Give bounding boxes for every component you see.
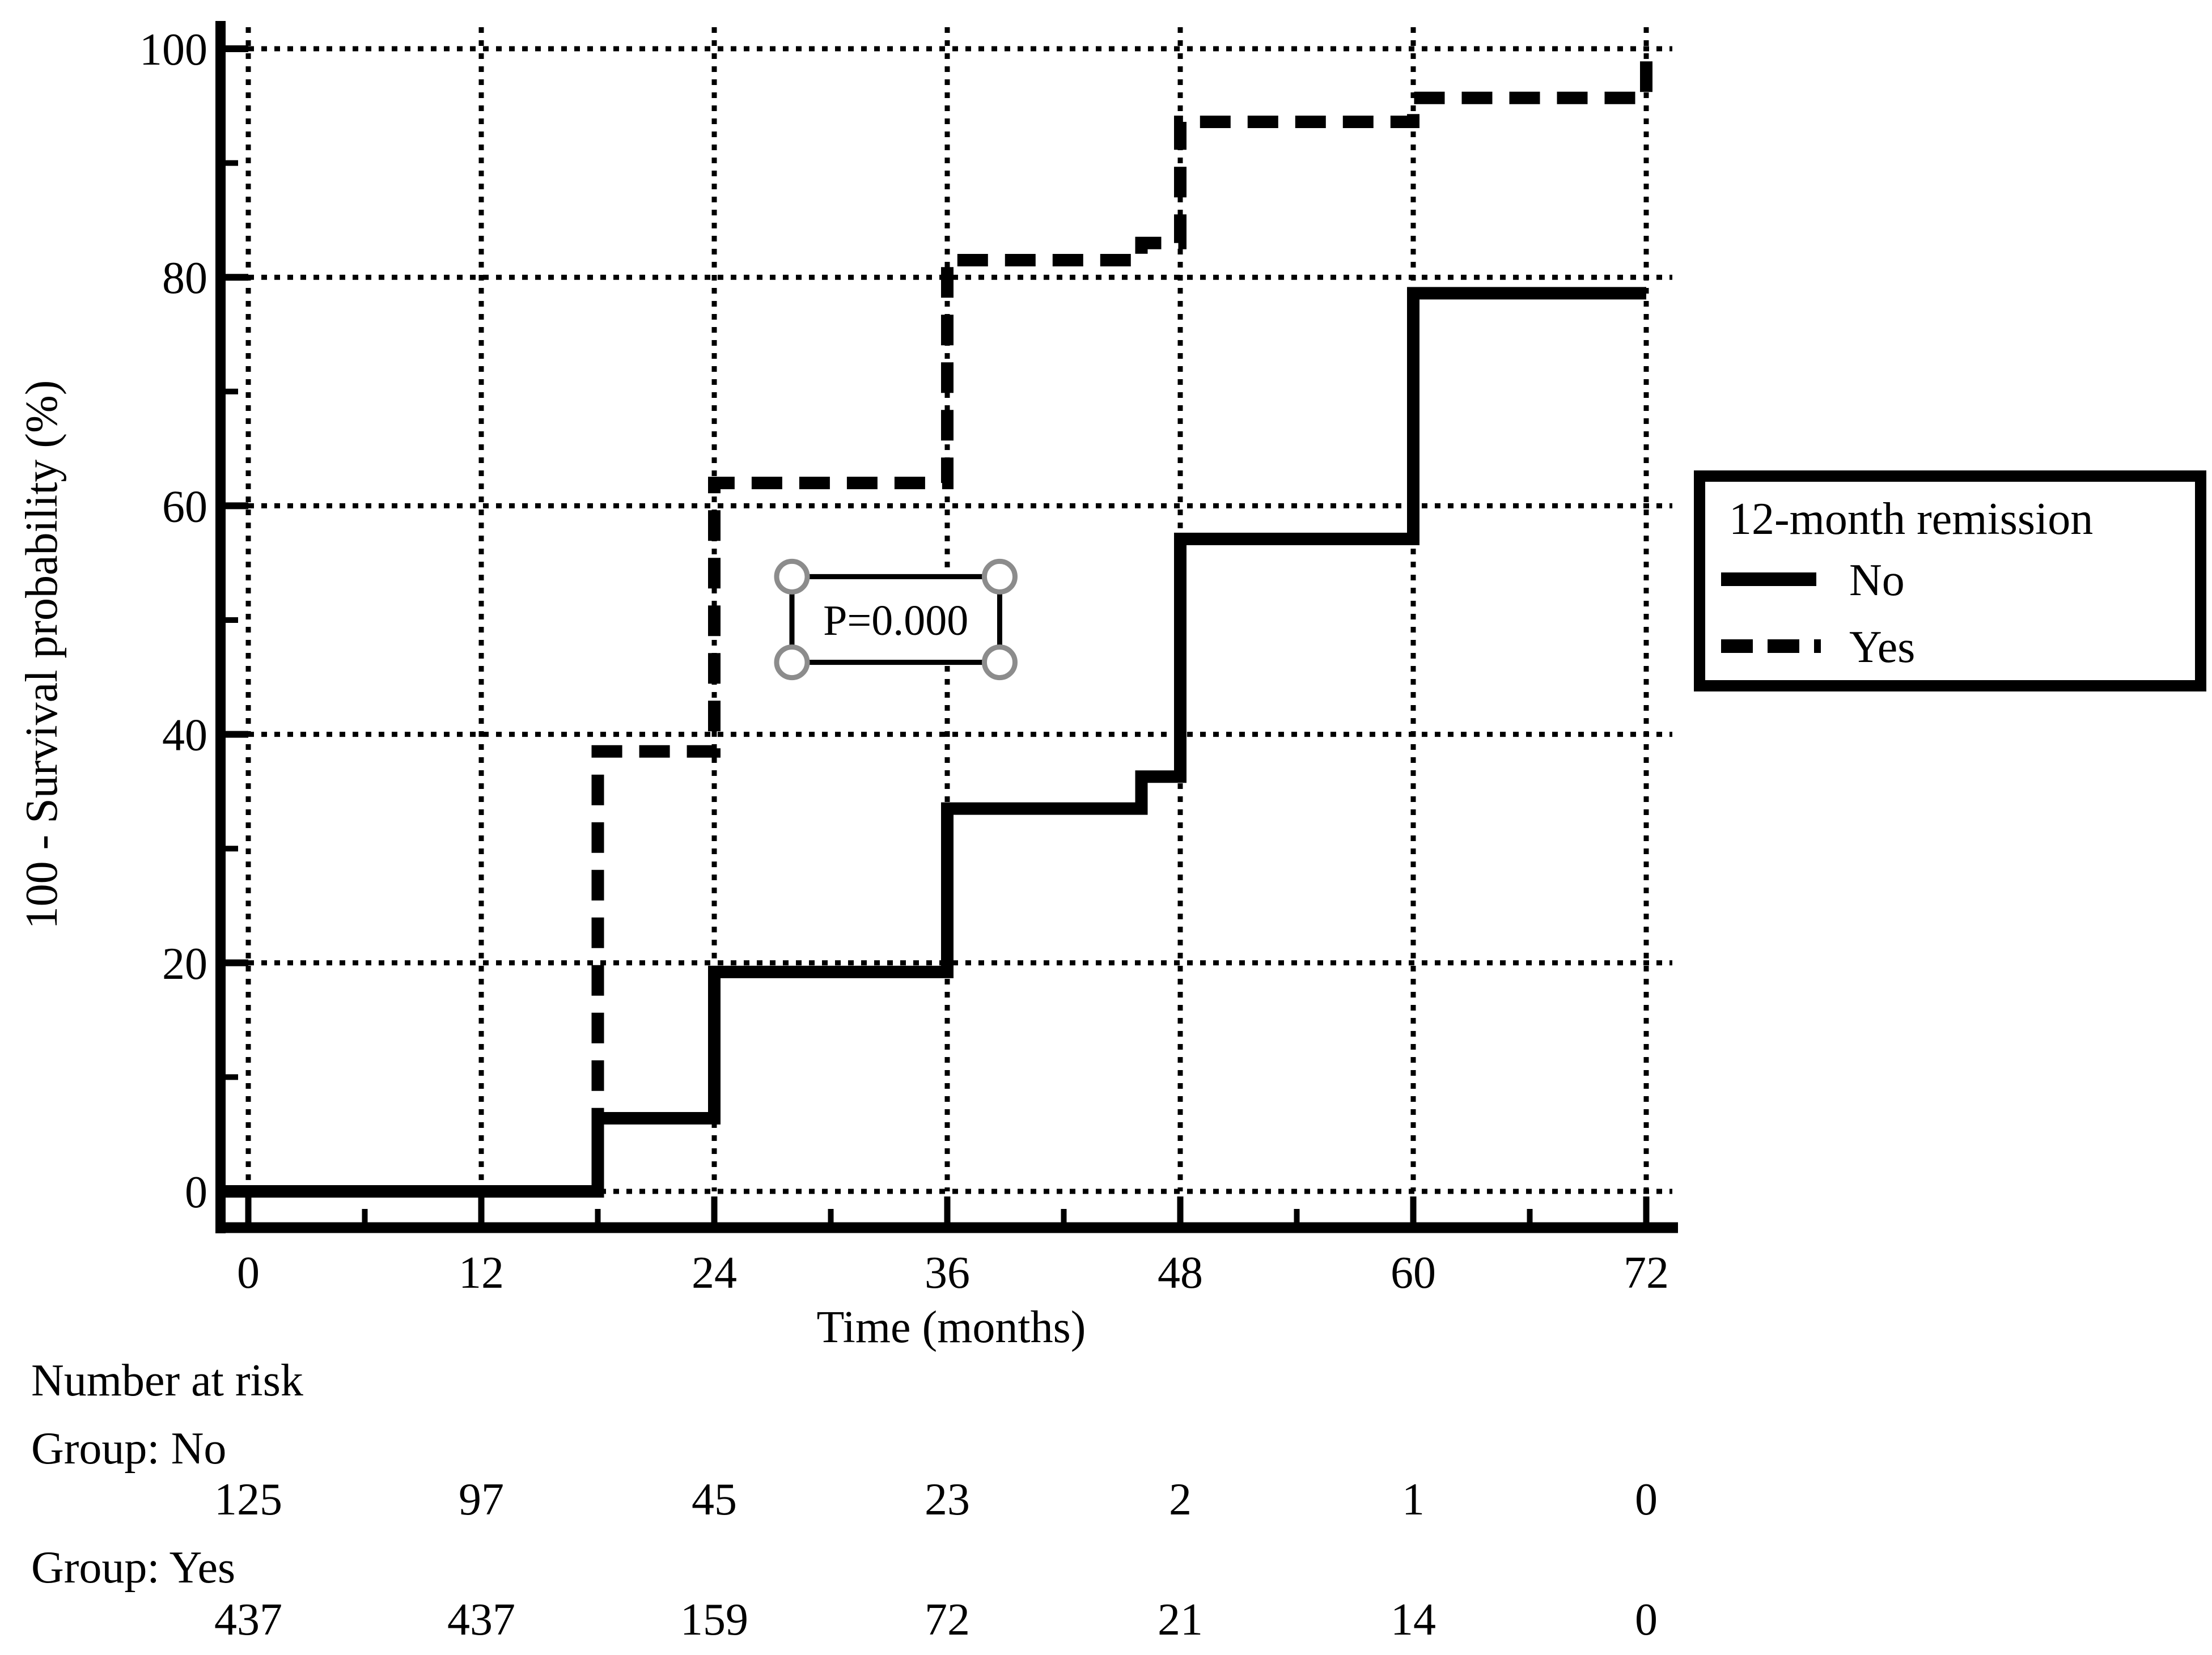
risk-group-no-label: Group: No — [31, 1424, 226, 1474]
risk-value: 437 — [214, 1595, 282, 1645]
axes-layer: 0 12 24 36 48 60 72 0 20 40 60 80 100 — [139, 21, 1678, 1298]
y-tick-label: 100 — [139, 25, 207, 75]
x-tick-label: 72 — [1624, 1248, 1669, 1298]
legend-title: 12-month remission — [1729, 494, 2093, 544]
y-tick-label: 40 — [162, 711, 207, 761]
p-value-box[interactable] — [789, 574, 1002, 665]
p-value-text: P=0.000 — [823, 597, 968, 644]
risk-value: 97 — [459, 1475, 504, 1525]
selection-handle-icon[interactable] — [774, 558, 810, 595]
risk-value: 14 — [1391, 1595, 1436, 1645]
p-value-annotation[interactable]: P=0.000 — [774, 558, 1018, 681]
x-tick-label: 48 — [1158, 1248, 1203, 1298]
risk-table-title: Number at risk — [31, 1356, 303, 1406]
legend: 12-month remission No Yes — [1694, 470, 2206, 691]
y-tick-label: 20 — [162, 939, 207, 989]
y-tick-label: 80 — [162, 253, 207, 303]
selection-handle-icon[interactable] — [981, 644, 1018, 681]
risk-value: 0 — [1635, 1475, 1658, 1525]
risk-values-yes-row: 437 437 159 72 21 14 0 — [214, 1595, 1658, 1645]
x-axis-title: Time (months) — [817, 1302, 1086, 1352]
legend-entry-no-label: No — [1849, 555, 1905, 605]
risk-value: 21 — [1158, 1595, 1203, 1645]
x-tick-label: 36 — [925, 1248, 970, 1298]
risk-value: 45 — [692, 1475, 737, 1525]
selection-handle-icon[interactable] — [981, 558, 1018, 595]
y-tick-label: 60 — [162, 482, 207, 532]
x-tick-label: 60 — [1391, 1248, 1436, 1298]
legend-entry-yes-label: Yes — [1849, 622, 1915, 672]
risk-value: 72 — [925, 1595, 970, 1645]
x-tick-label: 12 — [459, 1248, 504, 1298]
curve-no — [222, 287, 1646, 1198]
x-tick-label: 24 — [692, 1248, 737, 1298]
risk-value: 437 — [447, 1595, 515, 1645]
risk-value: 159 — [680, 1595, 748, 1645]
y-axis-title: 100 - Survival probability (%) — [17, 380, 67, 930]
x-tick-label: 0 — [237, 1248, 260, 1298]
y-tick-label: 0 — [185, 1168, 207, 1217]
risk-value: 125 — [214, 1475, 282, 1525]
risk-value: 23 — [925, 1475, 970, 1525]
risk-value: 0 — [1635, 1595, 1658, 1645]
risk-value: 2 — [1169, 1475, 1192, 1525]
selection-handle-icon[interactable] — [774, 644, 810, 681]
number-at-risk-table: Number at risk Group: No 125 97 45 23 2 1 0 Gr… — [31, 1356, 1658, 1645]
risk-values-no-row: 125 97 45 23 2 1 0 — [214, 1475, 1658, 1525]
risk-value: 1 — [1402, 1475, 1425, 1525]
risk-group-yes-label: Group: Yes — [31, 1543, 235, 1593]
curves-layer — [222, 54, 1652, 1198]
